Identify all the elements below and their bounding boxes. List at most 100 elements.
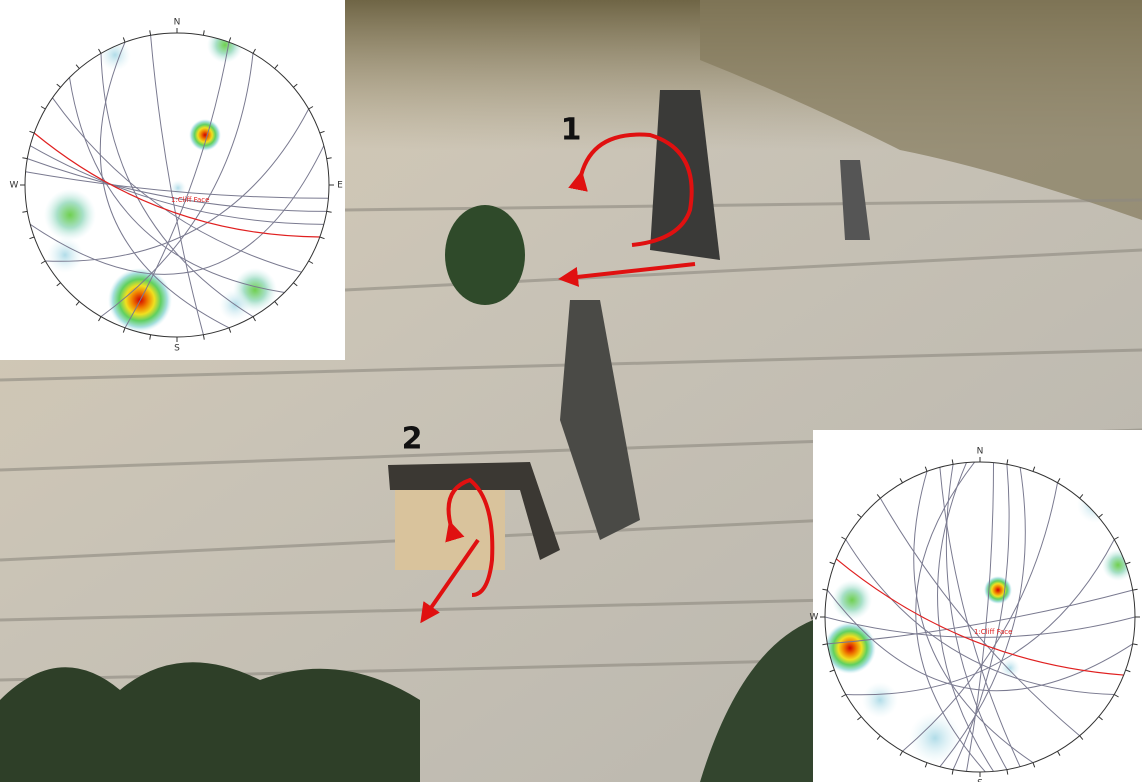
- tick: [149, 30, 152, 36]
- tick: [22, 210, 28, 213]
- tick: [1006, 459, 1009, 465]
- tick: [822, 643, 828, 646]
- tick: [228, 37, 232, 43]
- tick: [857, 513, 862, 518]
- direction-label: E: [337, 181, 343, 191]
- direction-label: N: [174, 18, 181, 28]
- great-circle: [25, 171, 329, 199]
- tick: [149, 334, 152, 340]
- tick: [122, 327, 126, 333]
- plane-label: 1:Cliff Face: [974, 628, 1012, 636]
- tick: [924, 762, 928, 768]
- tick: [841, 694, 847, 698]
- great-circle: [99, 41, 230, 329]
- tick: [829, 669, 835, 673]
- slide-arrow: [558, 262, 696, 287]
- great-circle: [902, 482, 1058, 752]
- density-contour: [825, 622, 876, 674]
- tick: [1079, 735, 1084, 740]
- direction-label: S: [174, 344, 180, 354]
- direction-label: N: [977, 447, 984, 457]
- great-circle: [826, 589, 1133, 692]
- tick: [56, 282, 61, 287]
- tick: [822, 588, 828, 591]
- density-contour: [189, 119, 221, 151]
- tick: [40, 260, 46, 264]
- tick: [1125, 561, 1131, 565]
- great-circle: [965, 462, 995, 772]
- cliff-plane: [835, 558, 1124, 676]
- tick: [1079, 494, 1084, 499]
- tick: [308, 106, 314, 110]
- tick: [1125, 669, 1131, 673]
- great-circle: [939, 467, 1026, 768]
- great-circle: [100, 53, 254, 318]
- density-contour: [862, 682, 898, 718]
- tick: [75, 64, 80, 69]
- tick: [75, 301, 80, 306]
- tick: [274, 64, 279, 69]
- great-circle: [937, 462, 994, 772]
- tick: [326, 157, 332, 160]
- tick: [829, 561, 835, 565]
- great-circle: [915, 462, 986, 772]
- tick: [876, 735, 881, 740]
- tick: [1032, 762, 1036, 768]
- direction-label: W: [810, 613, 819, 623]
- tick: [308, 260, 314, 264]
- great-circle: [913, 471, 1034, 764]
- tick: [228, 327, 232, 333]
- tick: [326, 210, 332, 213]
- rotation-arrows: [420, 132, 696, 624]
- tick: [293, 282, 298, 287]
- plane-label: 1:Cliff Face: [171, 196, 209, 204]
- tick: [252, 316, 256, 322]
- tick: [1132, 588, 1138, 591]
- tick: [1132, 643, 1138, 646]
- tick: [56, 83, 61, 88]
- tick: [274, 301, 279, 306]
- tick: [1032, 466, 1036, 472]
- great-circle: [29, 145, 324, 225]
- tick: [202, 30, 205, 36]
- great-circle: [845, 539, 1115, 695]
- great-circle: [52, 97, 302, 273]
- tick: [1006, 769, 1009, 775]
- tick: [202, 334, 205, 340]
- stereonet-panel: [0, 0, 345, 360]
- great-circle: [150, 35, 204, 335]
- tick: [899, 478, 903, 484]
- tick: [293, 83, 298, 88]
- tick: [319, 236, 325, 240]
- great-circle: [45, 108, 310, 262]
- photo-label: 2: [402, 422, 423, 457]
- great-circle: [827, 589, 1133, 645]
- stereonet-plot: [825, 462, 1135, 772]
- great-circle: [69, 77, 285, 293]
- tick: [22, 157, 28, 160]
- density-contour: [1000, 658, 1020, 678]
- tick: [1057, 478, 1061, 484]
- tick: [1057, 750, 1061, 756]
- tick: [951, 769, 954, 775]
- direction-label: S: [977, 779, 983, 782]
- tick: [29, 236, 35, 240]
- tick: [841, 536, 847, 540]
- density-contour: [909, 712, 961, 764]
- tick: [40, 106, 46, 110]
- tick: [899, 750, 903, 756]
- stereonet-plot: [25, 33, 329, 335]
- great-circle: [27, 158, 327, 212]
- tick: [29, 130, 35, 134]
- tick: [924, 466, 928, 472]
- tick: [1098, 716, 1103, 721]
- tick: [1113, 694, 1119, 698]
- great-circle: [124, 42, 230, 329]
- great-circle: [100, 53, 254, 318]
- great-circle: [29, 145, 325, 275]
- tick: [252, 48, 256, 54]
